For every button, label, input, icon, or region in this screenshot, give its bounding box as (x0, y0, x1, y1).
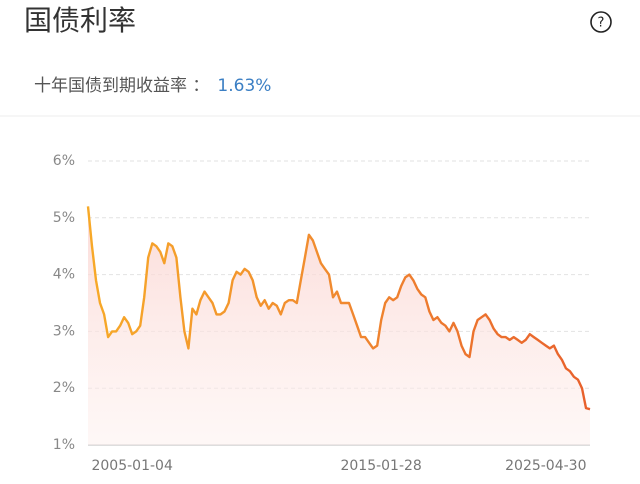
y-tick-label: 5% (53, 210, 75, 226)
x-tick-label: 2015-01-28 (340, 458, 421, 474)
line (86, 206, 591, 411)
subtitle-label-text: 十年国债到期收益率 ： (34, 76, 209, 96)
area-fill (88, 206, 590, 445)
y-tick-label: 2% (53, 380, 75, 396)
subtitle-label: 十年国债到期收益率 ： 1.63% (34, 76, 271, 96)
y-tick-label: 6% (53, 153, 75, 169)
x-tick-label: 2025-04-30 (505, 458, 586, 474)
help-icon-text[interactable]: ? (598, 16, 605, 31)
y-tick-label: 1% (53, 437, 75, 453)
y-tick-label: 4% (53, 267, 75, 283)
subtitle-value: 1.63% (217, 76, 271, 96)
page-title: 国债利率 (24, 4, 136, 37)
x-tick-label: 2005-01-04 (91, 458, 172, 474)
help-icon[interactable] (590, 11, 612, 33)
y-tick-label: 3% (53, 323, 75, 339)
